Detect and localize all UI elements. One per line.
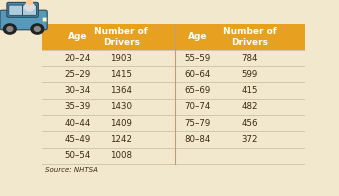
Text: 1008: 1008 bbox=[110, 151, 132, 160]
Text: 599: 599 bbox=[242, 70, 258, 79]
Text: Number of
Drivers: Number of Drivers bbox=[223, 27, 277, 47]
Text: Source: NHTSA: Source: NHTSA bbox=[45, 167, 98, 173]
FancyBboxPatch shape bbox=[23, 5, 36, 15]
Circle shape bbox=[31, 24, 44, 34]
FancyBboxPatch shape bbox=[0, 10, 47, 30]
Text: 372: 372 bbox=[242, 135, 258, 144]
FancyBboxPatch shape bbox=[9, 5, 23, 15]
Text: 40–44: 40–44 bbox=[65, 119, 91, 128]
Text: 1364: 1364 bbox=[110, 86, 132, 95]
Text: Age: Age bbox=[68, 32, 87, 41]
Text: 35–39: 35–39 bbox=[65, 102, 91, 111]
Text: 415: 415 bbox=[242, 86, 258, 95]
Text: 55–59: 55–59 bbox=[184, 54, 211, 63]
Text: 65–69: 65–69 bbox=[184, 86, 211, 95]
FancyBboxPatch shape bbox=[43, 18, 47, 22]
Circle shape bbox=[35, 27, 40, 31]
Circle shape bbox=[26, 0, 33, 5]
FancyBboxPatch shape bbox=[7, 2, 38, 17]
Text: 75–79: 75–79 bbox=[184, 119, 211, 128]
Text: 482: 482 bbox=[242, 102, 258, 111]
Circle shape bbox=[24, 3, 35, 11]
Text: 30–34: 30–34 bbox=[65, 86, 91, 95]
Text: 20–24: 20–24 bbox=[65, 54, 91, 63]
Text: 784: 784 bbox=[242, 54, 258, 63]
Text: 50–54: 50–54 bbox=[65, 151, 91, 160]
Text: 60–64: 60–64 bbox=[184, 70, 211, 79]
Text: 1903: 1903 bbox=[110, 54, 132, 63]
Text: 1242: 1242 bbox=[110, 135, 132, 144]
Text: 80–84: 80–84 bbox=[184, 135, 211, 144]
Text: Number of
Drivers: Number of Drivers bbox=[94, 27, 148, 47]
Text: 45–49: 45–49 bbox=[65, 135, 91, 144]
Text: Age: Age bbox=[187, 32, 207, 41]
Text: 1409: 1409 bbox=[110, 119, 132, 128]
Text: 456: 456 bbox=[242, 119, 258, 128]
Circle shape bbox=[7, 27, 13, 31]
Circle shape bbox=[3, 24, 16, 34]
Text: 70–74: 70–74 bbox=[184, 102, 211, 111]
Text: 25–29: 25–29 bbox=[65, 70, 91, 79]
FancyBboxPatch shape bbox=[42, 24, 305, 50]
Text: 1430: 1430 bbox=[110, 102, 132, 111]
Text: 1415: 1415 bbox=[110, 70, 132, 79]
